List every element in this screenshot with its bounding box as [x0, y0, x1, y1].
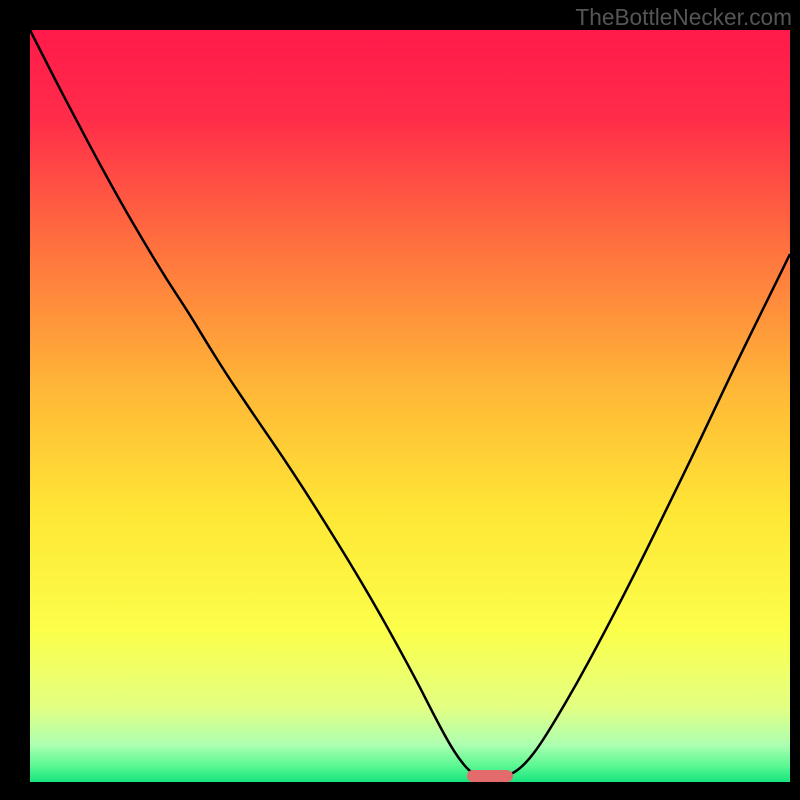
bottleneck-curve: [30, 30, 790, 782]
chart-frame: TheBottleNecker.com: [0, 0, 800, 800]
source-attribution: TheBottleNecker.com: [575, 4, 792, 31]
plot-area: [30, 30, 790, 782]
optimal-range-marker: [467, 770, 513, 782]
